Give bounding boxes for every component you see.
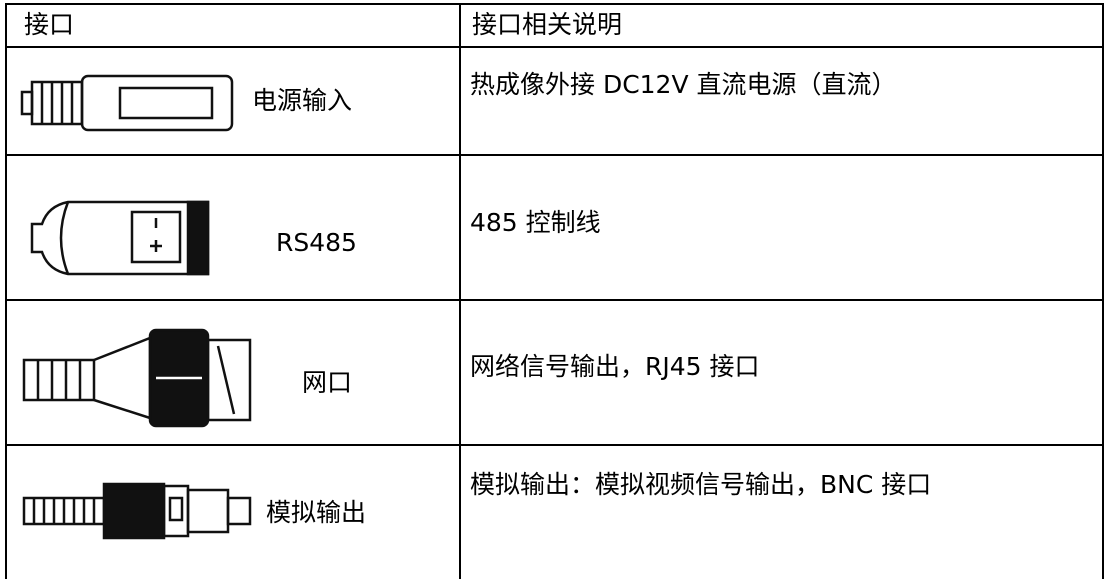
interface-label: 网口 (302, 368, 353, 397)
header-cell: 接口 (24, 10, 75, 39)
description: 模拟输出：模拟视频信号输出，BNC 接口 (470, 470, 932, 499)
table-border (1102, 3, 1104, 579)
description: 热成像外接 DC12V 直流电源（直流） (470, 70, 897, 99)
table-border (5, 3, 7, 579)
interface-label: 模拟输出 (266, 498, 367, 527)
table-border (5, 154, 1104, 156)
power-connector-icon (20, 74, 234, 132)
description: 网络信号输出，RJ45 接口 (470, 352, 760, 381)
table-border (5, 299, 1104, 301)
bnc-connector-icon (22, 482, 252, 540)
rj45-connector-icon (22, 328, 252, 428)
table-border (5, 46, 1104, 48)
description: 485 控制线 (470, 208, 601, 237)
table-border (459, 3, 461, 579)
table-border (5, 444, 1104, 446)
rs485-connector-icon (30, 200, 210, 276)
table-border (5, 3, 1104, 5)
interface-label: RS485 (276, 228, 357, 257)
header-cell: 接口相关说明 (472, 10, 623, 39)
interface-label: 电源输入 (252, 86, 353, 115)
